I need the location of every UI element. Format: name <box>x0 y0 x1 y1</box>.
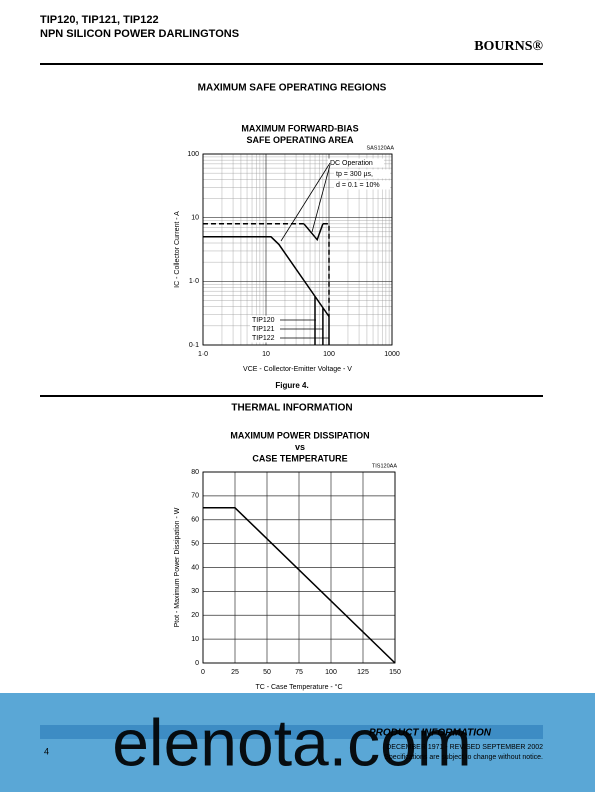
chart-title: MAXIMUM POWER DISSIPATION <box>230 430 369 440</box>
annotation: DC Operation <box>330 160 373 167</box>
annotation: TIP120 <box>252 317 275 324</box>
annotation: tp = 300 µs, <box>336 171 373 178</box>
y-tick-label: 1·0 <box>189 278 199 285</box>
x-axis-label: VCE - Collector-Emitter Voltage - V <box>243 366 352 373</box>
footer-date: DECEMBER 1971 - REVISED SEPTEMBER 2002 <box>386 744 543 751</box>
annotation-bg <box>328 158 384 168</box>
annotation-bg <box>334 169 390 179</box>
data-line <box>203 236 330 317</box>
chart-code: TIS120AA <box>372 463 397 469</box>
data-line <box>322 223 330 317</box>
x-tick-label: 50 <box>263 669 271 676</box>
section-title: THERMAL INFORMATION <box>231 403 352 414</box>
y-tick-label: 0 <box>195 660 199 667</box>
y-tick-label: 50 <box>191 540 199 547</box>
watermark-band <box>0 693 595 792</box>
x-axis-label: TC - Case Temperature - °C <box>255 683 342 691</box>
footer-banner <box>40 725 543 739</box>
annotation-arrow <box>280 162 331 242</box>
x-tick-label: 75 <box>295 669 303 676</box>
figure-caption: Figure 4. <box>275 381 308 390</box>
y-axis-label: IC - Collector Current - A <box>174 211 181 288</box>
plot-frame <box>202 153 393 346</box>
annotation-bg <box>250 333 280 343</box>
watermark: elenota.com <box>112 705 472 779</box>
y-tick-label: 10 <box>191 215 199 222</box>
x-tick-label: 125 <box>357 669 369 676</box>
y-tick-label: 0·1 <box>189 342 199 349</box>
y-tick-label: 80 <box>191 469 199 476</box>
annotation: TIP122 <box>252 335 275 342</box>
y-tick-label: 30 <box>191 588 199 595</box>
doc-title: TIP120, TIP121, TIP122 <box>40 14 159 26</box>
page-number: 4 <box>44 746 49 756</box>
section-title: MAXIMUM SAFE OPERATING REGIONS <box>198 83 387 94</box>
annotation: TIP121 <box>252 326 275 333</box>
data-line <box>303 223 324 242</box>
x-tick-label: 1·0 <box>198 351 208 358</box>
y-tick-label: 40 <box>191 564 199 571</box>
x-tick-label: 1000 <box>384 351 400 358</box>
data-line <box>203 507 396 664</box>
annotation-bg <box>250 324 280 334</box>
chart-title: SAFE OPERATING AREA <box>246 135 354 145</box>
y-tick-label: 70 <box>191 493 199 500</box>
doc-subtitle: NPN SILICON POWER DARLINGTONS <box>40 28 239 40</box>
x-tick-label: 100 <box>323 351 335 358</box>
footer-banner-text: PRODUCT INFORMATION <box>369 728 492 739</box>
x-tick-label: 25 <box>231 669 239 676</box>
x-tick-label: 0 <box>201 669 205 676</box>
plot-frame <box>202 471 396 664</box>
x-tick-label: 150 <box>389 669 401 676</box>
chart-title: MAXIMUM FORWARD-BIAS <box>241 123 358 133</box>
y-axis-label: Ptot - Maximum Power Dissipation - W <box>174 507 181 627</box>
x-tick-label: 10 <box>262 351 270 358</box>
y-tick-label: 100 <box>187 151 199 158</box>
y-tick-label: 60 <box>191 517 199 524</box>
annotation: d = 0.1 = 10% <box>336 182 380 189</box>
chart-title: vs <box>295 442 305 452</box>
chart-title: CASE TEMPERATURE <box>252 453 347 463</box>
logo: BOURNS® <box>474 39 543 54</box>
y-tick-label: 20 <box>191 612 199 619</box>
annotation-bg <box>334 180 390 190</box>
chart-code: SAS120AA <box>366 145 394 151</box>
y-tick-label: 10 <box>191 636 199 643</box>
x-tick-label: 100 <box>325 669 337 676</box>
annotation-arrow <box>311 164 331 233</box>
annotation-bg <box>250 315 280 325</box>
footer-note: Specifications are subject to change wit… <box>384 754 543 761</box>
